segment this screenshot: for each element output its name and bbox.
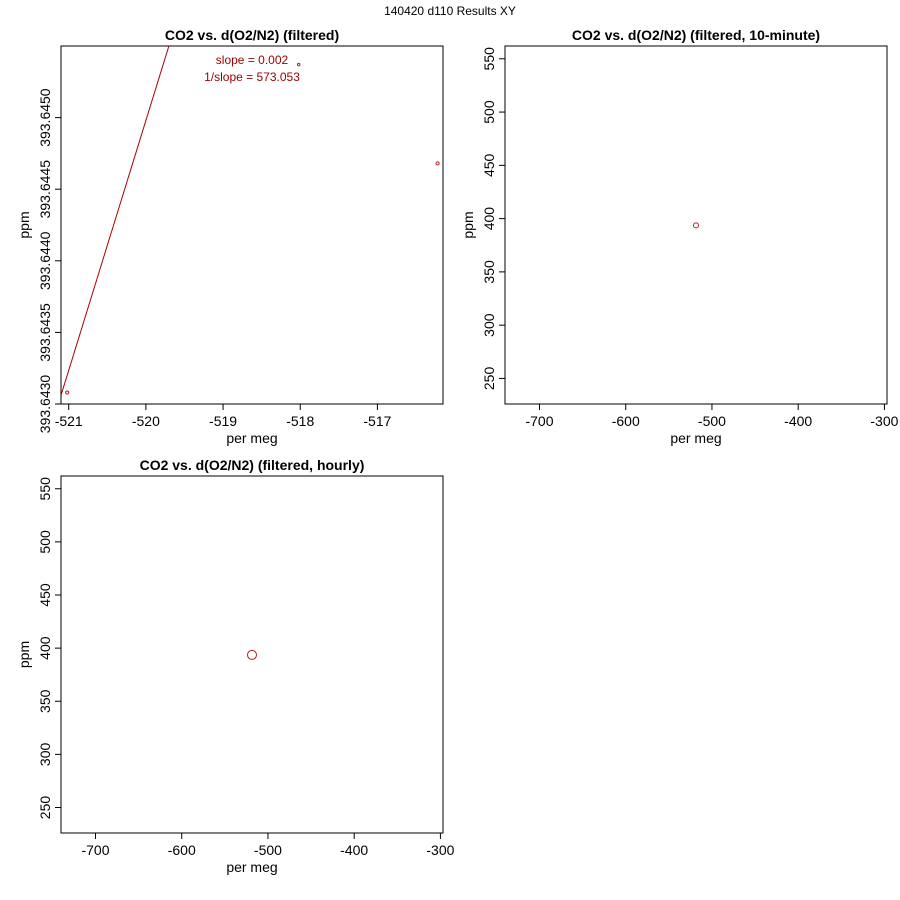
panel-1-annotation: slope = 0.002 <box>216 53 289 67</box>
panel-2-y-axis-label: ppm <box>460 211 476 238</box>
panel-2-y-tick-label: 500 <box>481 100 497 124</box>
panel-3-x-axis-label: per meg <box>226 859 277 875</box>
panel-2-data-point <box>693 222 699 229</box>
panel-1-x-tick-label: -519 <box>209 413 237 429</box>
panel-3-plot-area <box>247 649 257 660</box>
panel-2-y-tick-label: 250 <box>481 367 497 391</box>
panel-2-x-tick-label: -300 <box>870 413 898 429</box>
panel-3-y-tick-label: 550 <box>37 477 53 501</box>
panel-2-plot-frame <box>504 45 888 405</box>
panel-2-x-tick-label: -700 <box>525 413 553 429</box>
panel-1-x-tick-label: -520 <box>132 413 160 429</box>
panel-1-data-point <box>435 161 440 166</box>
panel-1: CO2 vs. d(O2/N2) (filtered) -521 -520 -519 -… <box>16 27 444 446</box>
panel-1-y-tick-label: 393.6450 <box>37 88 53 147</box>
panel-1-regression-line <box>61 46 170 396</box>
panel-2-y-tick-label: 350 <box>481 260 497 284</box>
panel-1-y-axis-label: ppm <box>16 211 32 238</box>
panel-2-title: CO2 vs. d(O2/N2) (filtered, 10-minute) <box>572 27 820 43</box>
panel-3-x-tick-label: -700 <box>81 842 109 858</box>
panel-3-y-tick-label: 250 <box>37 796 53 820</box>
panel-3-data-point <box>247 649 257 660</box>
panel-2-x-tick-label: -400 <box>784 413 812 429</box>
panel-2-y-tick-label: 450 <box>481 153 497 177</box>
panel-1-x-tick-label: -518 <box>286 413 314 429</box>
panel-1-data-point <box>296 62 301 67</box>
panel-3-y-axis-label: ppm <box>16 641 32 668</box>
panel-1-x-axis-label: per meg <box>226 430 277 446</box>
panel-2-y-tick-label: 400 <box>481 207 497 231</box>
panel-2-y-tick-label: 300 <box>481 313 497 337</box>
panel-1-title: CO2 vs. d(O2/N2) (filtered) <box>165 27 339 43</box>
panel-2-y-tick-label: 550 <box>481 47 497 71</box>
panel-1-y-tick-label: 393.6435 <box>37 303 53 362</box>
panel-1-annotation: 1/slope = 573.053 <box>204 70 300 84</box>
panel-3-title: CO2 vs. d(O2/N2) (filtered, hourly) <box>140 457 365 473</box>
panel-1-x-tick-label: -521 <box>55 413 83 429</box>
panel-3-y-tick-label: 400 <box>37 636 53 660</box>
panel-3-x-tick-label: -500 <box>254 842 282 858</box>
panel-1-y-tick-label: 393.6445 <box>37 160 53 219</box>
panel-3-plot-frame <box>60 475 444 834</box>
panel-2-plot-area <box>693 222 699 229</box>
panel-3-y-tick-label: 300 <box>37 742 53 766</box>
panel-1-x-tick-label: -517 <box>363 413 391 429</box>
panel-1-plot-area <box>61 46 440 396</box>
panel-3-x-tick-label: -400 <box>340 842 368 858</box>
panel-3-y-tick-label: 450 <box>37 583 53 607</box>
panel-3: CO2 vs. d(O2/N2) (filtered, hourly) -700 -… <box>16 457 455 875</box>
panel-3-x-tick-label: -300 <box>426 842 454 858</box>
panel-1-y-tick-label: 393.6440 <box>37 231 53 290</box>
panel-2-x-axis-label: per meg <box>670 430 721 446</box>
panel-3-y-tick-label: 350 <box>37 689 53 713</box>
page-title: 140420 d110 Results XY <box>384 4 516 18</box>
panel-3-x-tick-label: -600 <box>168 842 196 858</box>
panel-2-x-tick-label: -500 <box>698 413 726 429</box>
panel-1-plot-frame <box>60 45 444 405</box>
panel-2-x-tick-label: -600 <box>612 413 640 429</box>
panel-1-y-tick-label: 393.6430 <box>37 375 53 434</box>
panel-3-y-tick-label: 500 <box>37 530 53 554</box>
panel-1-data-point <box>65 390 70 395</box>
panel-2: CO2 vs. d(O2/N2) (filtered, 10-minute) -7… <box>460 27 899 446</box>
